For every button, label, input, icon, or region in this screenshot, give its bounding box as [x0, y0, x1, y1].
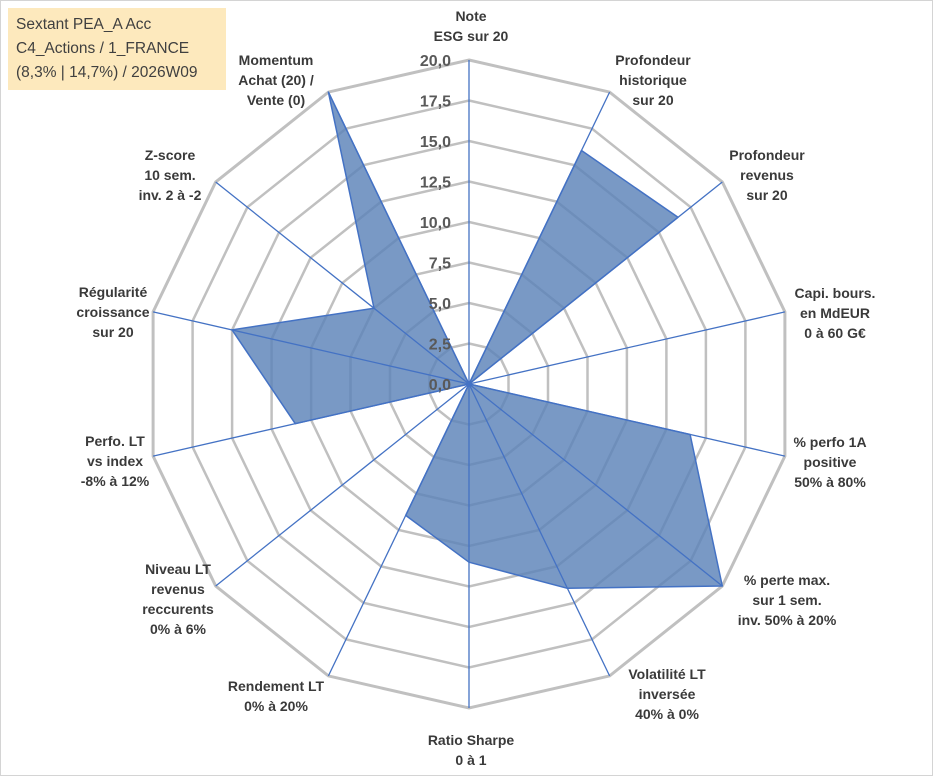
axis-label-line: croissance: [76, 304, 149, 320]
axis-label-line: 10 sem.: [144, 167, 195, 183]
axis-label: Régularité croissance sur 20: [76, 284, 149, 340]
spoke-5: [468, 383, 786, 457]
axis-label-line: 0% à 20%: [244, 698, 308, 714]
tick-label: 5,0: [429, 296, 451, 313]
spoke-7: [468, 383, 611, 677]
tick-label: 12,5: [420, 175, 451, 192]
spoke-9: [327, 383, 470, 677]
radar-tick-labels: 0,0 2,5 5,0 7,5 10,0 12,5 15,0 17,5 20,0: [420, 53, 451, 394]
tick-label: 17,5: [420, 94, 451, 111]
axis-label: Z-score 10 sem. inv. 2 à -2: [139, 147, 202, 203]
spoke-13: [215, 181, 470, 385]
axis-label: % perte max. sur 1 sem. inv. 50% à 20%: [738, 572, 837, 628]
fund-category: C4_Actions / 1_FRANCE: [16, 40, 190, 57]
axis-label: % perfo 1A positive 50% à 80%: [793, 434, 866, 490]
tick-label: 7,5: [429, 256, 451, 273]
axis-label-line: revenus: [740, 167, 794, 183]
spoke-11: [152, 383, 470, 457]
axis-label-line: inv. 50% à 20%: [738, 612, 837, 628]
axis-label-line: 40% à 0%: [635, 706, 699, 722]
spoke-4: [468, 311, 786, 385]
axis-label: Perfo. LT vs index -8% à 12%: [81, 433, 150, 489]
axis-label-line: 50% à 80%: [794, 474, 866, 490]
axis-label-line: vs index: [87, 453, 143, 469]
axis-label-line: Note: [455, 8, 486, 24]
axis-label-line: Perfo. LT: [85, 433, 145, 449]
axis-label-line: sur 20: [632, 92, 673, 108]
axis-label-line: Profondeur: [729, 147, 805, 163]
tick-label: 20,0: [420, 53, 451, 70]
spoke-2: [468, 91, 611, 385]
tick-label: 10,0: [420, 215, 451, 232]
spoke-3: [468, 181, 723, 385]
axis-label-line: Volatilité LT: [628, 666, 706, 682]
axis-label-line: 0% à 6%: [150, 621, 207, 637]
axis-label: Volatilité LT inversée 40% à 0%: [628, 666, 706, 722]
axis-label-line: revenus: [151, 581, 205, 597]
axis-label: Niveau LT revenus reccurents 0% à 6%: [142, 561, 214, 637]
axis-label-line: historique: [619, 72, 687, 88]
radar-spokes: [152, 60, 786, 708]
axis-label-line: Z-score: [145, 147, 196, 163]
axis-label: Capi. bours. en MdEUR 0 à 60 G€: [795, 285, 876, 341]
axis-label-line: inversée: [639, 686, 696, 702]
axis-label: Ratio Sharpe 0 à 1: [428, 732, 515, 768]
spoke-10: [215, 383, 470, 587]
axis-label-line: Capi. bours.: [795, 285, 876, 301]
axis-label-line: Rendement LT: [228, 678, 325, 694]
axis-label-line: positive: [804, 454, 857, 470]
axis-label-line: Ratio Sharpe: [428, 732, 515, 748]
axis-label-line: sur 20: [746, 187, 787, 203]
axis-label-line: en MdEUR: [800, 305, 870, 321]
axis-label-line: 0 à 1: [455, 752, 486, 768]
axis-label-line: Niveau LT: [145, 561, 211, 577]
spoke-6: [468, 383, 723, 587]
axis-label-line: Profondeur: [615, 52, 691, 68]
axis-label-line: sur 20: [92, 324, 133, 340]
chart-title-box: Sextant PEA_A Acc C4_Actions / 1_FRANCE …: [8, 8, 226, 90]
axis-label: Momentum Achat (20) / Vente (0): [238, 52, 314, 108]
axis-label-line: Régularité: [79, 284, 148, 300]
axis-label-line: 0 à 60 G€: [804, 325, 866, 341]
tick-label: 15,0: [420, 134, 451, 151]
axis-label-line: % perte max.: [744, 572, 830, 588]
axis-label: Note ESG sur 20: [434, 8, 509, 44]
tick-label: 2,5: [429, 337, 451, 354]
tick-label: 0,0: [429, 377, 451, 394]
axis-label: Rendement LT 0% à 20%: [228, 678, 325, 714]
spoke-12: [152, 311, 470, 385]
spoke-14: [327, 91, 470, 385]
axis-label-line: reccurents: [142, 601, 214, 617]
axis-label-line: Momentum: [239, 52, 314, 68]
axis-label: Profondeur revenus sur 20: [729, 147, 805, 203]
axis-label-line: Vente (0): [247, 92, 305, 108]
fund-stats-week: (8,3% | 14,7%) / 2026W09: [16, 64, 198, 81]
axis-label: Profondeur historique sur 20: [615, 52, 691, 108]
radar-axis-labels: Note ESG sur 20 Profondeur historique sur 20…: [76, 8, 875, 768]
axis-label-line: -8% à 12%: [81, 473, 150, 489]
axis-label-line: % perfo 1A: [793, 434, 866, 450]
axis-label-line: ESG sur 20: [434, 28, 509, 44]
fund-name: Sextant PEA_A Acc: [16, 16, 152, 33]
axis-label-line: Achat (20) /: [238, 72, 314, 88]
axis-label-line: inv. 2 à -2: [139, 187, 202, 203]
axis-label-line: sur 1 sem.: [752, 592, 821, 608]
